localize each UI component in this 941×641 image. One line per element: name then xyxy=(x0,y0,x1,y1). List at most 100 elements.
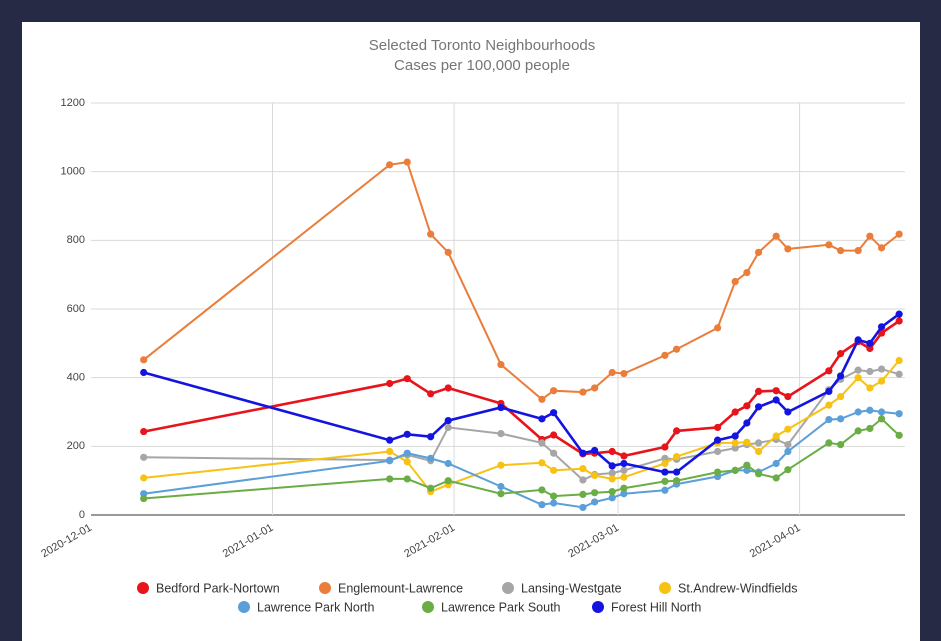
data-point xyxy=(550,492,558,500)
data-point xyxy=(714,436,722,444)
data-point xyxy=(825,401,833,409)
data-point xyxy=(444,423,452,432)
data-point xyxy=(895,356,903,365)
data-point xyxy=(836,372,845,380)
data-point xyxy=(836,441,845,449)
data-point xyxy=(608,488,616,496)
data-point xyxy=(714,447,722,456)
data-point xyxy=(895,410,903,418)
data-point xyxy=(854,374,862,382)
data-point xyxy=(608,475,616,483)
data-point xyxy=(444,248,452,256)
data-point xyxy=(579,465,587,473)
data-point xyxy=(579,388,587,396)
data-point xyxy=(497,430,505,438)
data-point xyxy=(427,230,435,238)
data-point xyxy=(866,424,874,433)
data-point xyxy=(140,494,148,503)
data-point xyxy=(579,503,587,512)
data-point xyxy=(895,370,903,378)
data-point xyxy=(854,408,862,416)
data-point xyxy=(784,392,792,401)
data-point xyxy=(866,367,874,376)
legend-label: Englemount-Lawrence xyxy=(338,581,463,595)
data-point xyxy=(497,361,505,369)
data-point xyxy=(673,468,681,476)
data-point xyxy=(550,387,558,395)
y-tick-label: 400 xyxy=(67,372,85,384)
data-point xyxy=(444,416,452,425)
data-point xyxy=(140,474,148,482)
data-point xyxy=(731,277,739,286)
legend-marker xyxy=(502,582,514,594)
data-point xyxy=(877,415,886,423)
data-point xyxy=(444,459,452,468)
data-point xyxy=(714,324,722,332)
data-point xyxy=(403,475,411,483)
data-point xyxy=(836,247,845,255)
data-point xyxy=(714,423,722,432)
data-point xyxy=(714,468,722,476)
data-point xyxy=(772,459,780,468)
data-point xyxy=(895,317,903,325)
legend-marker xyxy=(592,601,604,613)
y-tick-label: 0 xyxy=(79,509,85,521)
y-tick-label: 600 xyxy=(67,303,85,315)
data-point xyxy=(140,453,148,461)
data-point xyxy=(825,439,833,447)
data-point xyxy=(427,433,435,441)
series xyxy=(140,415,903,503)
y-tick-label: 1200 xyxy=(61,97,85,109)
data-point xyxy=(784,425,792,433)
data-point xyxy=(403,449,411,457)
data-point xyxy=(743,402,751,410)
data-point xyxy=(877,365,886,373)
data-point xyxy=(731,408,739,416)
data-point xyxy=(140,368,148,377)
data-point xyxy=(784,408,792,416)
data-point xyxy=(661,459,669,468)
data-point xyxy=(772,387,780,395)
data-point xyxy=(854,336,862,344)
legend-label: Lansing-Westgate xyxy=(521,581,622,595)
legend-label: Forest Hill North xyxy=(611,600,701,614)
series xyxy=(140,158,903,403)
data-point xyxy=(403,458,411,466)
data-point xyxy=(591,489,599,497)
data-point xyxy=(386,379,394,388)
data-point xyxy=(895,310,903,318)
data-point xyxy=(386,161,394,169)
data-point xyxy=(673,477,681,485)
series xyxy=(140,406,903,512)
data-point xyxy=(497,403,505,412)
data-point xyxy=(427,390,435,398)
data-point xyxy=(579,449,587,457)
data-point xyxy=(427,484,435,492)
legend-label: St.Andrew-Windfields xyxy=(678,581,798,595)
data-point xyxy=(731,444,739,452)
data-point xyxy=(497,490,505,498)
data-point xyxy=(754,248,763,256)
data-point xyxy=(538,501,546,509)
data-point xyxy=(550,466,558,474)
data-point xyxy=(386,436,394,444)
legend-marker xyxy=(137,582,149,594)
data-point xyxy=(444,477,452,485)
data-point xyxy=(877,323,886,331)
data-point xyxy=(854,366,862,374)
data-point xyxy=(550,499,558,507)
data-point xyxy=(877,377,886,385)
data-point xyxy=(866,406,874,414)
data-point xyxy=(386,447,394,456)
data-point xyxy=(784,466,792,474)
data-point xyxy=(754,403,763,411)
data-point xyxy=(866,232,874,240)
data-point xyxy=(661,486,669,494)
legend-marker xyxy=(238,601,250,613)
data-point xyxy=(538,415,546,423)
data-point xyxy=(825,415,833,424)
data-point xyxy=(825,241,833,249)
data-point xyxy=(579,490,587,498)
data-point xyxy=(620,473,628,481)
